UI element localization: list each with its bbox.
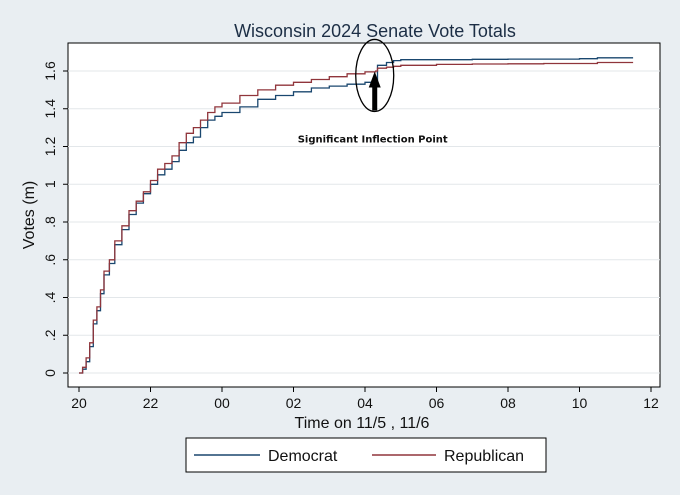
legend: Democrat Republican <box>185 437 547 473</box>
y-tick-label: 1.6 <box>42 61 58 81</box>
y-tick-label: 1 <box>42 180 58 188</box>
y-tick-label: .8 <box>42 216 58 228</box>
legend-label-democrat: Democrat <box>268 448 338 465</box>
annotation-label: Significant Inflection Point <box>298 134 448 145</box>
y-tick-label: .6 <box>42 254 58 266</box>
x-tick-label: 10 <box>572 395 588 411</box>
inflection-arrow-head <box>368 71 381 88</box>
x-tick-label: 06 <box>429 395 445 411</box>
x-tick-label: 02 <box>286 395 302 411</box>
inflection-arrow-shaft <box>372 80 378 111</box>
inflection-circle <box>355 38 395 113</box>
legend-label-republican: Republican <box>444 448 524 465</box>
y-tick-label: .4 <box>42 291 58 303</box>
x-tick-label: 00 <box>214 395 230 411</box>
y-tick-label: 1.2 <box>42 137 58 157</box>
x-tick-label: 08 <box>500 395 516 411</box>
y-tick-label: 1.4 <box>42 99 58 119</box>
x-tick-label: 12 <box>643 395 659 411</box>
x-axis-label: Time on 11/5 , 11/6 <box>295 415 430 432</box>
x-tick-label: 20 <box>71 395 87 411</box>
grid-lines <box>68 70 660 374</box>
axis-ticks: 0 .2 .4 .6 .8 1 1.2 1.4 1.6 20 22 00 02 04 06 08 10 12 <box>42 61 659 411</box>
x-tick-label: 22 <box>143 395 159 411</box>
annotation: Significant Inflection Point <box>298 38 448 145</box>
plot-area <box>67 42 661 388</box>
x-tick-label: 04 <box>357 395 373 411</box>
y-tick-label: 0 <box>42 369 58 377</box>
y-axis-label: Votes (m) <box>21 181 38 249</box>
y-tick-label: .2 <box>42 329 58 341</box>
chart-title: Wisconsin 2024 Senate Vote Totals <box>234 21 516 41</box>
